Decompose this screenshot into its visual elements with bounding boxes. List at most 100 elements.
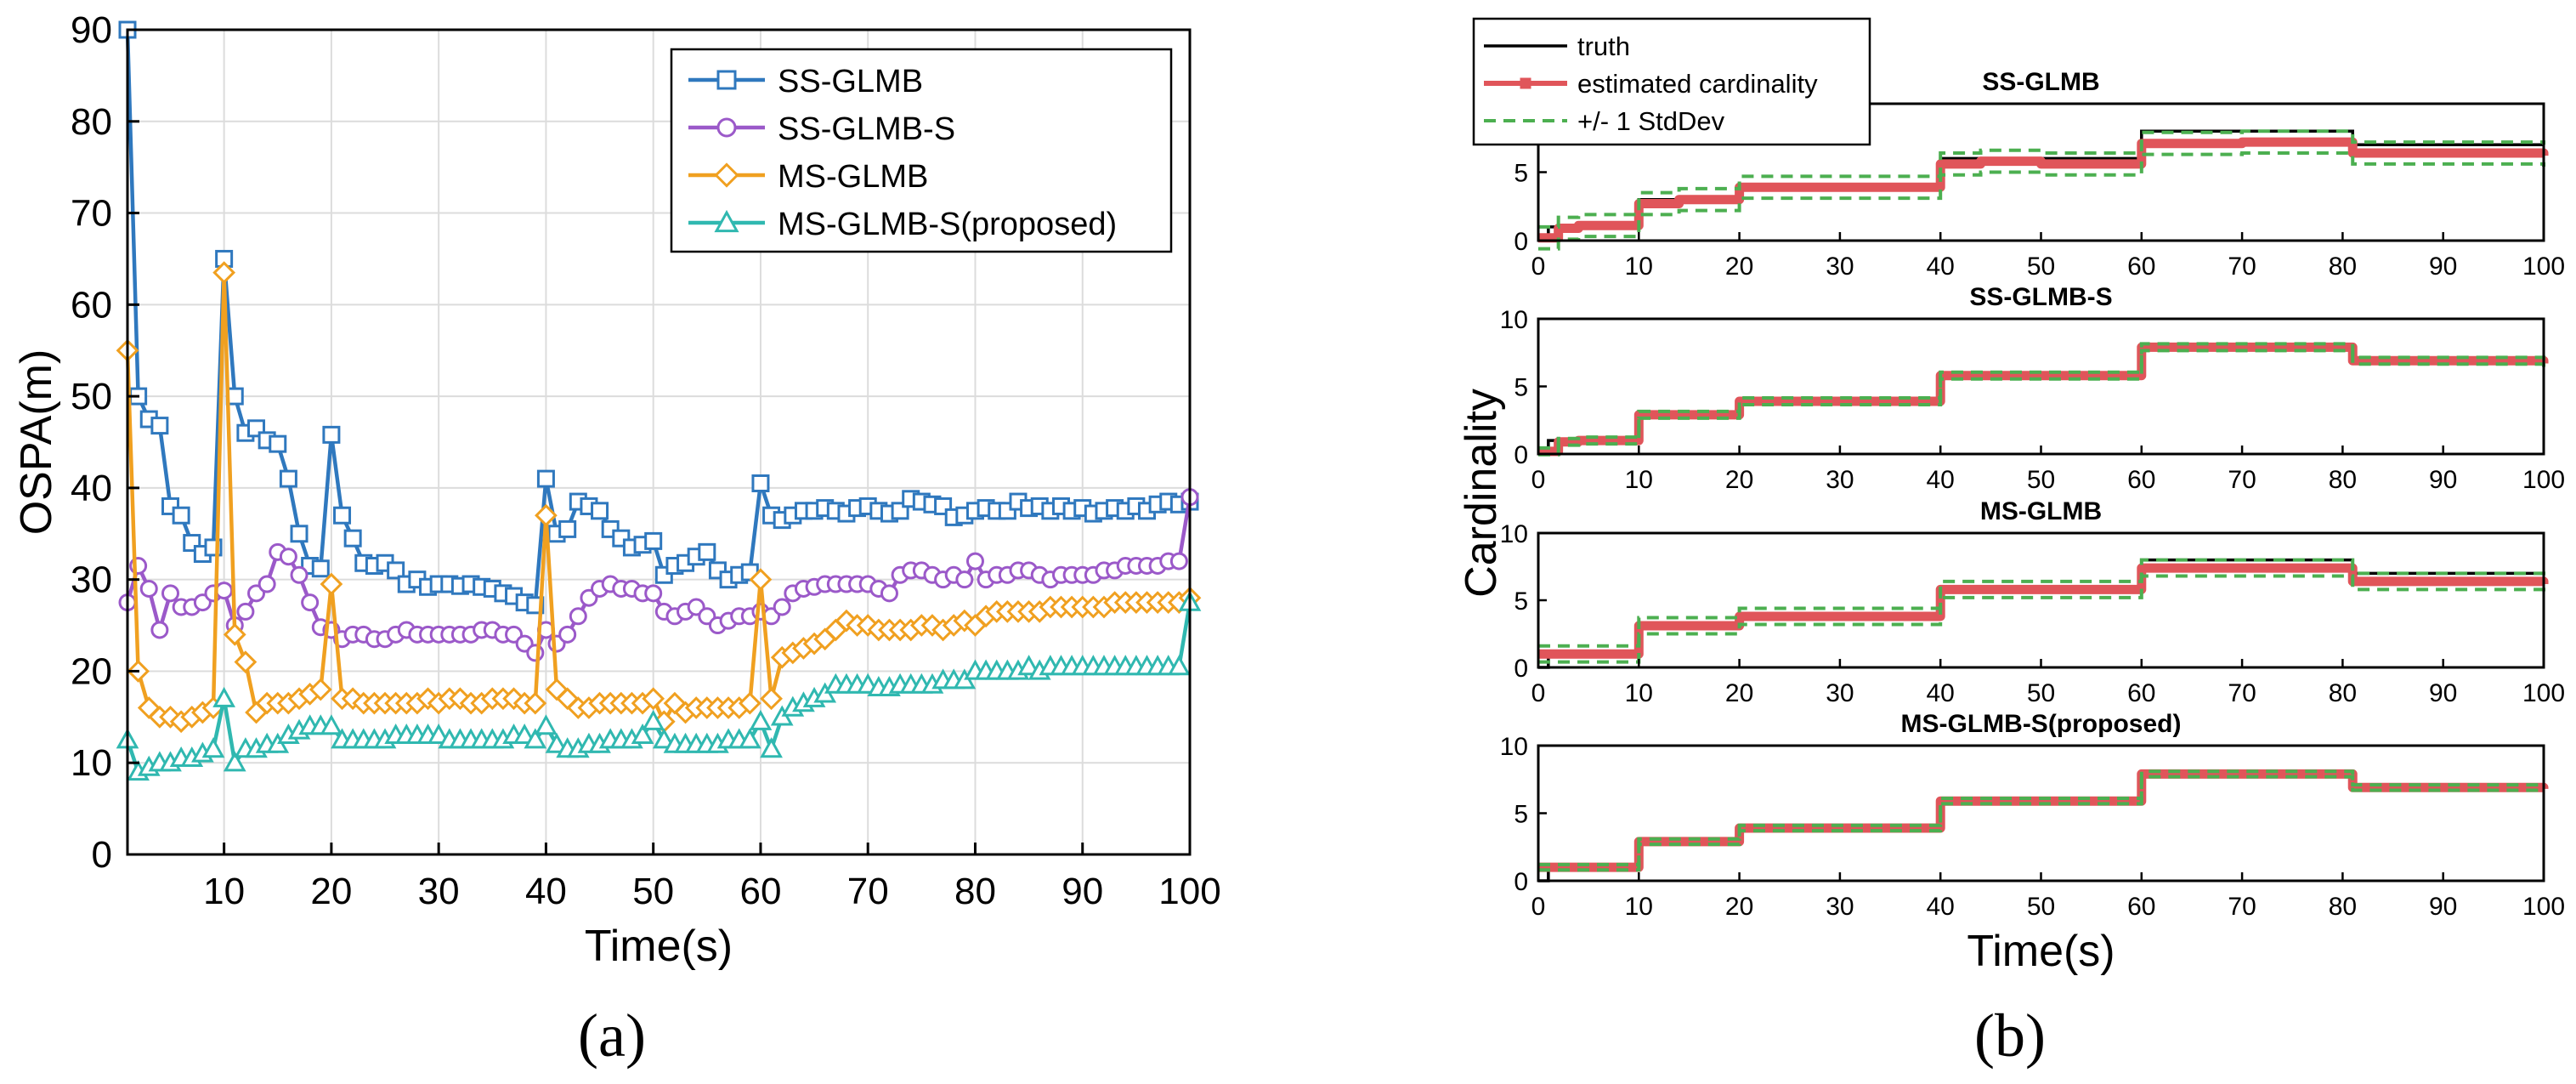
x-tick-label: 30: [418, 871, 460, 912]
x-tick-label: 20: [1725, 893, 1753, 921]
y-tick-label: 90: [71, 9, 112, 51]
data-point: [569, 607, 587, 626]
data-point: [512, 724, 536, 745]
plot-area: [1538, 319, 2544, 454]
data-point: [856, 614, 880, 637]
x-tick-label: 60: [2127, 466, 2155, 494]
data-point: [535, 714, 558, 735]
y-tick-label: 20: [71, 650, 112, 692]
x-tick-label: 0: [1531, 466, 1546, 494]
data-point: [290, 525, 309, 543]
y-axis-label: Cardinality: [1457, 389, 1506, 598]
subplot-ms-glmb-s-proposed: 0 10 20 30 40 50 60 70 80 90 100 0 5 10 MS-GLMB-S(prop…: [1500, 710, 2565, 921]
data-point: [558, 519, 577, 538]
data-point: [652, 728, 676, 749]
x-tick-label: 10: [203, 871, 245, 912]
x-tick-label: 50: [2027, 679, 2055, 707]
data-point: [279, 548, 297, 566]
x-tick-label: 50: [632, 871, 674, 912]
panel-label-b: (b): [1974, 1002, 2046, 1070]
data-point: [558, 625, 577, 644]
data-point: [591, 502, 609, 520]
x-tick-label: 60: [739, 871, 781, 912]
data-point: [290, 565, 309, 584]
data-point: [311, 559, 330, 578]
data-point: [161, 584, 180, 603]
x-tick-label: 30: [1826, 893, 1854, 921]
x-tick-label: 100: [2522, 466, 2565, 494]
data-point: [309, 678, 332, 701]
data-point: [524, 728, 547, 749]
x-tick-label: 60: [2127, 253, 2155, 281]
y-tick-label: 50: [71, 376, 112, 417]
legend-label: SS-GLMB-S: [778, 111, 955, 147]
x-tick-label: 10: [1625, 679, 1653, 707]
data-point: [714, 162, 739, 188]
x-tick-label: 0: [1531, 679, 1546, 707]
x-tick-label: 60: [2127, 893, 2155, 921]
legend: truth estimated cardinality +/- 1 StdDev: [1472, 17, 1871, 146]
x-tick-label: 70: [2228, 253, 2256, 281]
legend-item-truth: truth: [1484, 31, 1630, 61]
data-point: [698, 542, 716, 561]
legend-item-ms-glmb-s-proposed: MS-GLMB-S(proposed): [688, 207, 1117, 242]
data-point: [234, 650, 258, 674]
data-point: [320, 572, 343, 596]
data-point: [320, 714, 343, 735]
std-lower-line: [1538, 150, 2545, 251]
x-tick-label: 40: [525, 871, 567, 912]
data-point: [301, 593, 320, 612]
x-tick-label: 100: [2522, 253, 2565, 281]
data-point: [258, 575, 276, 593]
data-point: [150, 417, 169, 435]
legend-label: MS-GLMB: [778, 159, 928, 195]
plot-area: [1538, 533, 2544, 667]
x-tick-label: 30: [1826, 466, 1854, 494]
data-point: [223, 751, 246, 772]
subplot-title: MS-GLMB: [1980, 497, 2102, 525]
y-tick-label: 0: [92, 834, 112, 876]
y-tick-label: 10: [71, 742, 112, 784]
y-axis-label: OSPA(m): [12, 349, 61, 536]
x-tick-label: 90: [2429, 679, 2457, 707]
x-tick-label: 70: [847, 871, 889, 912]
x-tick-label: 80: [2329, 466, 2357, 494]
data-point: [714, 209, 739, 233]
std-lower-line: [1538, 574, 2545, 664]
x-tick-label: 90: [1062, 871, 1103, 912]
legend-label: MS-GLMB-S(proposed): [778, 207, 1117, 242]
data-point: [880, 584, 898, 603]
legend-item-ms-glmb: MS-GLMB: [688, 159, 928, 195]
x-tick-label: 90: [2429, 253, 2457, 281]
x-tick-label: 40: [1927, 466, 1955, 494]
legend-box: [670, 48, 1173, 253]
ospa-chart-panel: 10 20 30 40 50 60 70 80 90 100 0 10 20 30 40 50 60 70 80 90…: [12, 9, 1221, 971]
data-point: [642, 709, 665, 730]
data-point: [269, 434, 287, 453]
x-tick-label: 50: [2027, 466, 2055, 494]
x-tick-label: 80: [2329, 679, 2357, 707]
legend-item-1-stddev: +/- 1 StdDev: [1484, 106, 1725, 136]
x-tick-label: 40: [1927, 679, 1955, 707]
legend-label: SS-GLMB: [778, 64, 923, 99]
data-point: [343, 529, 362, 548]
data-point: [738, 728, 761, 749]
series-ms-glmb-s-proposed: [116, 590, 1202, 781]
x-tick-label: 10: [1625, 253, 1653, 281]
x-tick-label: 100: [1158, 871, 1220, 912]
std-upper-line: [1538, 558, 2545, 648]
x-tick-label: 70: [2228, 893, 2256, 921]
data-point: [215, 582, 234, 600]
x-tick-label: 80: [954, 871, 996, 912]
data-point: [212, 686, 235, 707]
legend-label: truth: [1577, 31, 1630, 61]
data-point: [236, 602, 255, 621]
x-tick-label: 90: [2429, 893, 2457, 921]
data-point: [524, 691, 547, 715]
x-tick-label: 50: [2027, 893, 2055, 921]
data-point: [738, 691, 761, 715]
std-upper-line: [1538, 769, 2545, 866]
x-tick-label: 50: [2027, 253, 2055, 281]
x-tick-label: 70: [2228, 679, 2256, 707]
